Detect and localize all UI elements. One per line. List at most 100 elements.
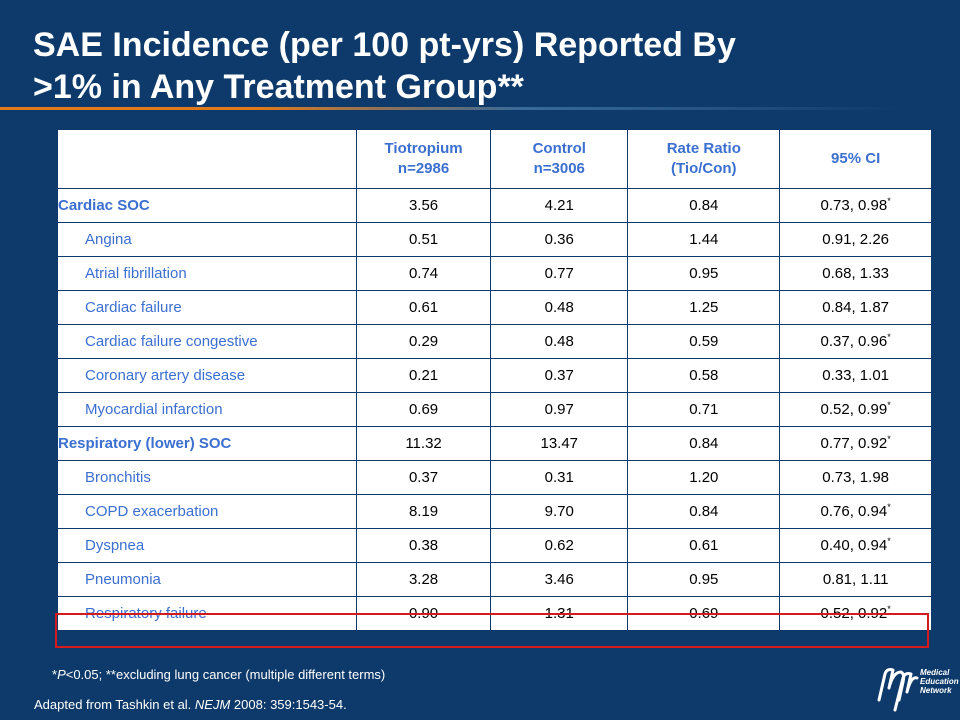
title-line-1: SAE Incidence (per 100 pt-yrs) Reported … xyxy=(33,26,736,64)
header-control-n: n=3006 xyxy=(533,160,585,177)
cell-rate-ratio: 1.25 xyxy=(627,290,781,325)
row-label: Respiratory (lower) SOC xyxy=(57,426,357,461)
cell-rate-ratio: 1.20 xyxy=(627,460,781,495)
cell-ci: 0.84, 1.87 xyxy=(779,290,932,325)
ci-value: 0.37, 0.96 xyxy=(820,333,888,350)
source-journal: NEJM xyxy=(194,697,231,712)
table-row: Coronary artery disease 0.21 0.37 0.58 0… xyxy=(57,358,932,393)
table-row: Respiratory (lower) SOC 11.32 13.47 0.84… xyxy=(57,426,932,461)
ci-value: 0.68, 1.33 xyxy=(822,265,890,282)
table-header-row: Tiotropium n=2986 Control n=3006 Rate Ra… xyxy=(57,129,932,189)
source-suffix: 2008: 359:1543-54. xyxy=(230,697,347,712)
significance-marker: * xyxy=(887,502,891,512)
row-label: Cardiac failure congestive xyxy=(57,324,357,359)
cell-ci: 0.52, 0.99* xyxy=(779,392,932,427)
row-label: Respiratory failure xyxy=(57,596,357,631)
cell-tiotropium: 0.90 xyxy=(355,596,492,631)
row-label: Bronchitis xyxy=(57,460,357,495)
cell-rate-ratio: 0.95 xyxy=(627,256,781,291)
table-row: COPD exacerbation 8.19 9.70 0.84 0.76, 0… xyxy=(57,494,932,529)
slide-title: SAE Incidence (per 100 pt-yrs) Reported … xyxy=(33,24,913,108)
cell-rate-ratio: 1.44 xyxy=(627,222,781,257)
ci-value: 0.73, 1.98 xyxy=(822,469,890,486)
header-blank xyxy=(57,129,357,189)
cell-tiotropium: 11.32 xyxy=(355,426,492,461)
cell-tiotropium: 0.74 xyxy=(355,256,492,291)
table-row: Myocardial infarction 0.69 0.97 0.71 0.5… xyxy=(57,392,932,427)
cell-ci: 0.91, 2.26 xyxy=(779,222,932,257)
cell-tiotropium: 3.56 xyxy=(355,188,492,223)
significance-marker: * xyxy=(887,332,891,342)
header-ci: 95% CI xyxy=(779,129,932,189)
ci-value: 0.76, 0.94 xyxy=(820,503,888,520)
cell-tiotropium: 0.69 xyxy=(355,392,492,427)
table-row: Bronchitis 0.37 0.31 1.20 0.73, 1.98 xyxy=(57,460,932,495)
table-row: Cardiac SOC 3.56 4.21 0.84 0.73, 0.98* xyxy=(57,188,932,223)
row-label: Coronary artery disease xyxy=(57,358,357,393)
cell-ci: 0.73, 1.98 xyxy=(779,460,932,495)
footnote-text: <0.05; **excluding lung cancer (multiple… xyxy=(65,667,386,682)
cell-control: 0.48 xyxy=(490,290,629,325)
table-row: Cardiac failure congestive 0.29 0.48 0.5… xyxy=(57,324,932,359)
cell-ci: 0.40, 0.94* xyxy=(779,528,932,563)
cell-control: 0.37 xyxy=(490,358,629,393)
row-label: COPD exacerbation xyxy=(57,494,357,529)
cell-rate-ratio: 0.71 xyxy=(627,392,781,427)
cell-tiotropium: 0.21 xyxy=(355,358,492,393)
logo-line-3: Network xyxy=(920,686,952,695)
cell-control: 0.36 xyxy=(490,222,629,257)
cell-ci: 0.77, 0.92* xyxy=(779,426,932,461)
cell-rate-ratio: 0.84 xyxy=(627,494,781,529)
cell-control: 0.48 xyxy=(490,324,629,359)
cell-tiotropium: 0.37 xyxy=(355,460,492,495)
header-control: Control n=3006 xyxy=(490,129,629,189)
header-rate-ratio-sub: (Tio/Con) xyxy=(671,160,737,177)
ci-value: 0.81, 1.11 xyxy=(822,571,889,588)
significance-marker: * xyxy=(887,604,891,614)
header-tiotropium: Tiotropium n=2986 xyxy=(355,129,492,189)
ci-value: 0.77, 0.92 xyxy=(820,435,888,452)
cell-rate-ratio: 0.95 xyxy=(627,562,781,597)
cell-rate-ratio: 0.59 xyxy=(627,324,781,359)
ci-value: 0.33, 1.01 xyxy=(822,367,890,384)
cell-control: 13.47 xyxy=(490,426,629,461)
cell-rate-ratio: 0.84 xyxy=(627,188,781,223)
source-citation: Adapted from Tashkin et al. NEJM 2008: 3… xyxy=(34,697,347,712)
cell-tiotropium: 0.51 xyxy=(355,222,492,257)
cell-ci: 0.37, 0.96* xyxy=(779,324,932,359)
cell-tiotropium: 0.61 xyxy=(355,290,492,325)
cell-control: 0.62 xyxy=(490,528,629,563)
cell-tiotropium: 3.28 xyxy=(355,562,492,597)
row-label: Angina xyxy=(57,222,357,257)
ci-value: 0.73, 0.98 xyxy=(820,197,888,214)
ci-value: 0.52, 0.92 xyxy=(820,605,888,622)
medical-education-network-logo xyxy=(877,668,919,712)
row-label: Cardiac SOC xyxy=(57,188,357,223)
logo-line-1: Medical xyxy=(920,668,950,677)
cell-ci: 0.81, 1.11 xyxy=(779,562,932,597)
row-label: Atrial fibrillation xyxy=(57,256,357,291)
cell-rate-ratio: 0.69 xyxy=(627,596,781,631)
cell-control: 0.77 xyxy=(490,256,629,291)
cell-ci: 0.52, 0.92* xyxy=(779,596,932,631)
cell-ci: 0.73, 0.98* xyxy=(779,188,932,223)
logo-wordmark: Medical Education Network xyxy=(920,668,959,695)
cell-ci: 0.76, 0.94* xyxy=(779,494,932,529)
header-tiotropium-n: n=2986 xyxy=(397,160,450,177)
row-label: Dyspnea xyxy=(57,528,357,563)
cell-rate-ratio: 0.61 xyxy=(627,528,781,563)
ci-value: 0.84, 1.87 xyxy=(822,299,890,316)
source-prefix: Adapted from Tashkin et al. xyxy=(34,697,195,712)
table-row: Pneumonia 3.28 3.46 0.95 0.81, 1.11 xyxy=(57,562,932,597)
significance-marker: * xyxy=(887,400,891,410)
cell-tiotropium: 0.38 xyxy=(355,528,492,563)
header-control-name: Control xyxy=(532,140,586,157)
cell-rate-ratio: 0.84 xyxy=(627,426,781,461)
sae-table: Tiotropium n=2986 Control n=3006 Rate Ra… xyxy=(57,129,932,631)
title-line-2: >1% in Any Treatment Group** xyxy=(33,68,524,106)
cell-control: 9.70 xyxy=(490,494,629,529)
cell-tiotropium: 0.29 xyxy=(355,324,492,359)
cell-control: 0.31 xyxy=(490,460,629,495)
title-divider xyxy=(0,107,960,110)
cell-ci: 0.33, 1.01 xyxy=(779,358,932,393)
